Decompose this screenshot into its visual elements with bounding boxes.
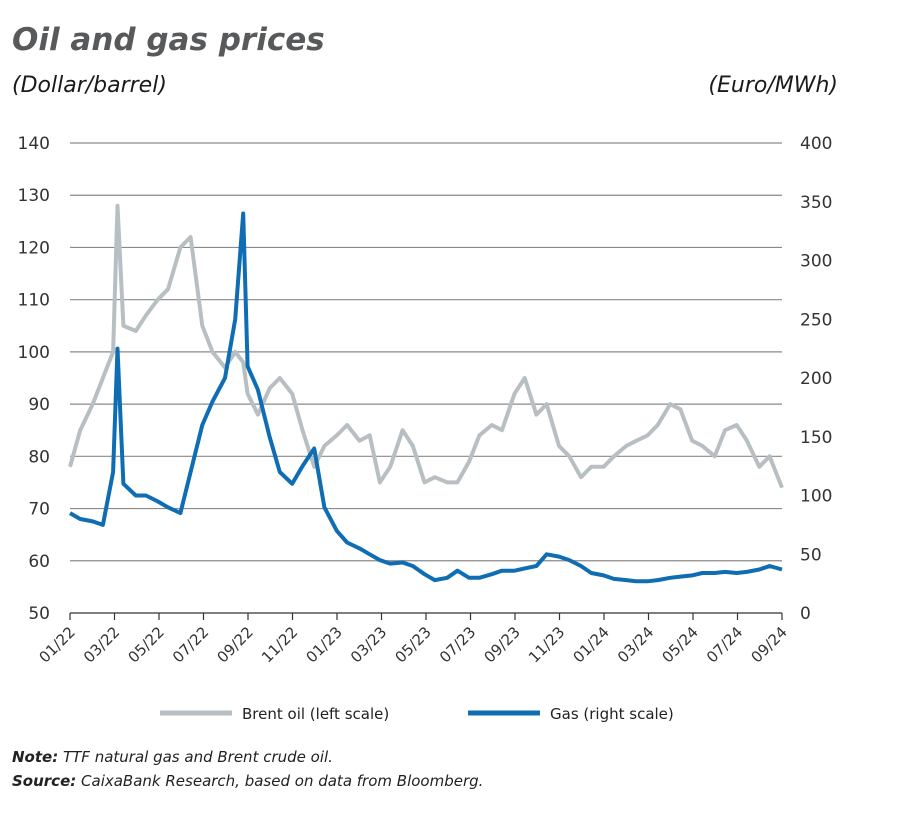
legend: Brent oil (left scale) Gas (right scale) (160, 705, 674, 723)
chart-title: Oil and gas prices (12, 22, 325, 58)
note-text: TTF natural gas and Brent crude oil. (63, 748, 333, 766)
left-tick-label: 100 (18, 343, 50, 363)
legend-label: Gas (right scale) (550, 705, 674, 723)
right-tick-label: 250 (800, 310, 832, 330)
right-tick-label: 100 (800, 487, 832, 507)
x-tick-label: 07/24 (703, 623, 746, 666)
left-axis: 140 130 120 110 100 90 80 70 60 50 (18, 134, 50, 624)
series-lines (68, 203, 784, 584)
source-label: Source: (12, 772, 76, 790)
left-tick-label: 50 (28, 604, 50, 624)
x-tick-label: 09/22 (214, 623, 257, 666)
right-axis-unit: (Euro/MWh) (708, 73, 838, 98)
left-tick-label: 120 (18, 238, 50, 258)
right-tick-label: 0 (800, 604, 811, 624)
x-tick-label: 01/23 (303, 623, 346, 666)
right-tick-label: 200 (800, 369, 832, 389)
x-tick-label: 05/23 (392, 623, 435, 666)
x-tick-label: 03/23 (347, 623, 390, 666)
source: Source: CaixaBank Research, based on dat… (12, 772, 483, 790)
x-tick-label: 05/22 (125, 623, 168, 666)
x-tick-label: 05/24 (659, 623, 702, 666)
right-tick-label: 150 (800, 428, 832, 448)
x-tick-label: 01/24 (570, 623, 613, 666)
right-tick-label: 300 (800, 252, 832, 272)
right-axis: 400 350 300 250 200 150 100 50 0 (800, 134, 832, 624)
brent-series-line (68, 203, 784, 489)
x-tick-label: 09/24 (748, 623, 791, 666)
right-tick-label: 400 (800, 134, 832, 154)
x-tick-label: 07/23 (436, 623, 479, 666)
x-tick-label: 01/22 (36, 623, 79, 666)
right-tick-label: 350 (800, 193, 832, 213)
x-tick-label: 03/24 (614, 623, 657, 666)
x-tick-label: 11/22 (258, 623, 301, 666)
x-tick-label: 07/22 (169, 623, 212, 666)
x-axis: 01/22 03/22 05/22 07/22 09/22 11/22 01/23 03/23… (36, 613, 791, 666)
left-tick-label: 110 (18, 291, 50, 311)
left-tick-label: 70 (28, 500, 50, 520)
left-tick-label: 130 (18, 186, 50, 206)
note-label: Note: (12, 748, 58, 766)
x-tick-label: 11/23 (525, 623, 568, 666)
x-tick-label: 03/22 (80, 623, 123, 666)
left-tick-label: 80 (28, 447, 50, 467)
x-tick-label: 09/23 (481, 623, 524, 666)
gridlines (70, 142, 782, 614)
source-text: CaixaBank Research, based on data from B… (81, 772, 483, 790)
left-tick-label: 90 (28, 395, 50, 415)
note: Note: TTF natural gas and Brent crude oi… (12, 748, 333, 766)
left-tick-label: 140 (18, 134, 50, 154)
left-tick-label: 60 (28, 552, 50, 572)
left-axis-unit: (Dollar/barrel) (12, 73, 167, 98)
legend-label: Brent oil (left scale) (242, 705, 389, 723)
gas-series-line (68, 211, 783, 584)
right-tick-label: 50 (800, 545, 822, 565)
